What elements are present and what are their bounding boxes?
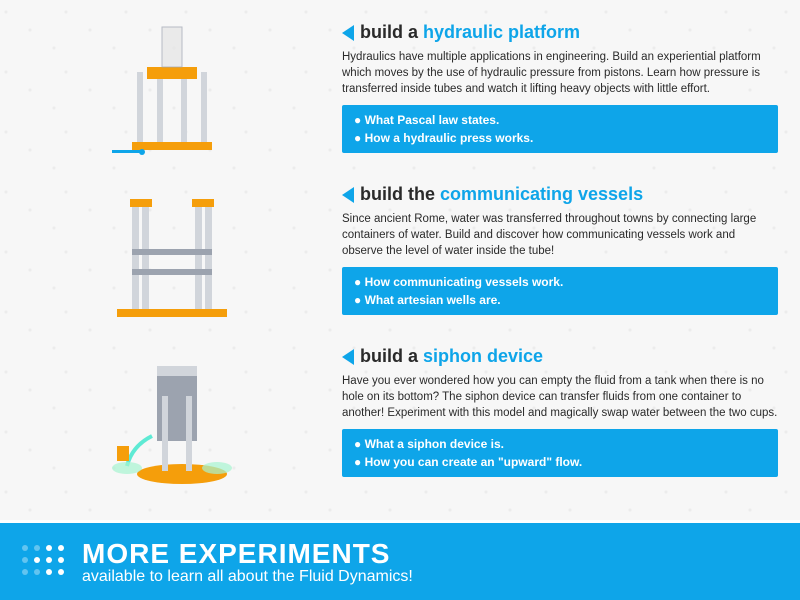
text-siphon: build a siphon device Have you ever wond… xyxy=(342,342,778,477)
triangle-icon xyxy=(342,25,354,41)
heading-siphon: build a siphon device xyxy=(360,346,543,367)
main-content: build a hydraulic platform Hydraulics ha… xyxy=(0,0,800,520)
model-image-siphon xyxy=(22,342,322,490)
triangle-icon xyxy=(342,349,354,365)
footer-title: MORE EXPERIMENTS xyxy=(82,538,413,570)
bullets-vessels: ● How communicating vessels work. ● What… xyxy=(342,267,778,315)
text-hydraulic: build a hydraulic platform Hydraulics ha… xyxy=(342,18,778,153)
dots-icon xyxy=(22,545,66,577)
section-hydraulic: build a hydraulic platform Hydraulics ha… xyxy=(22,18,778,166)
bullets-hydraulic: ● What Pascal law states. ● How a hydrau… xyxy=(342,105,778,153)
desc-siphon: Have you ever wondered how you can empty… xyxy=(342,373,778,421)
bullets-siphon: ● What a siphon device is. ● How you can… xyxy=(342,429,778,477)
footer-banner: MORE EXPERIMENTS available to learn all … xyxy=(0,520,800,600)
section-siphon: build a siphon device Have you ever wond… xyxy=(22,342,778,490)
heading-hydraulic: build a hydraulic platform xyxy=(360,22,580,43)
heading-vessels: build the communicating vessels xyxy=(360,184,643,205)
model-image-hydraulic xyxy=(22,18,322,166)
model-image-vessels xyxy=(22,180,322,328)
section-vessels: build the communicating vessels Since an… xyxy=(22,180,778,328)
text-vessels: build the communicating vessels Since an… xyxy=(342,180,778,315)
footer-subtitle: available to learn all about the Fluid D… xyxy=(82,568,413,586)
desc-hydraulic: Hydraulics have multiple applications in… xyxy=(342,49,778,97)
desc-vessels: Since ancient Rome, water was transferre… xyxy=(342,211,778,259)
triangle-icon xyxy=(342,187,354,203)
